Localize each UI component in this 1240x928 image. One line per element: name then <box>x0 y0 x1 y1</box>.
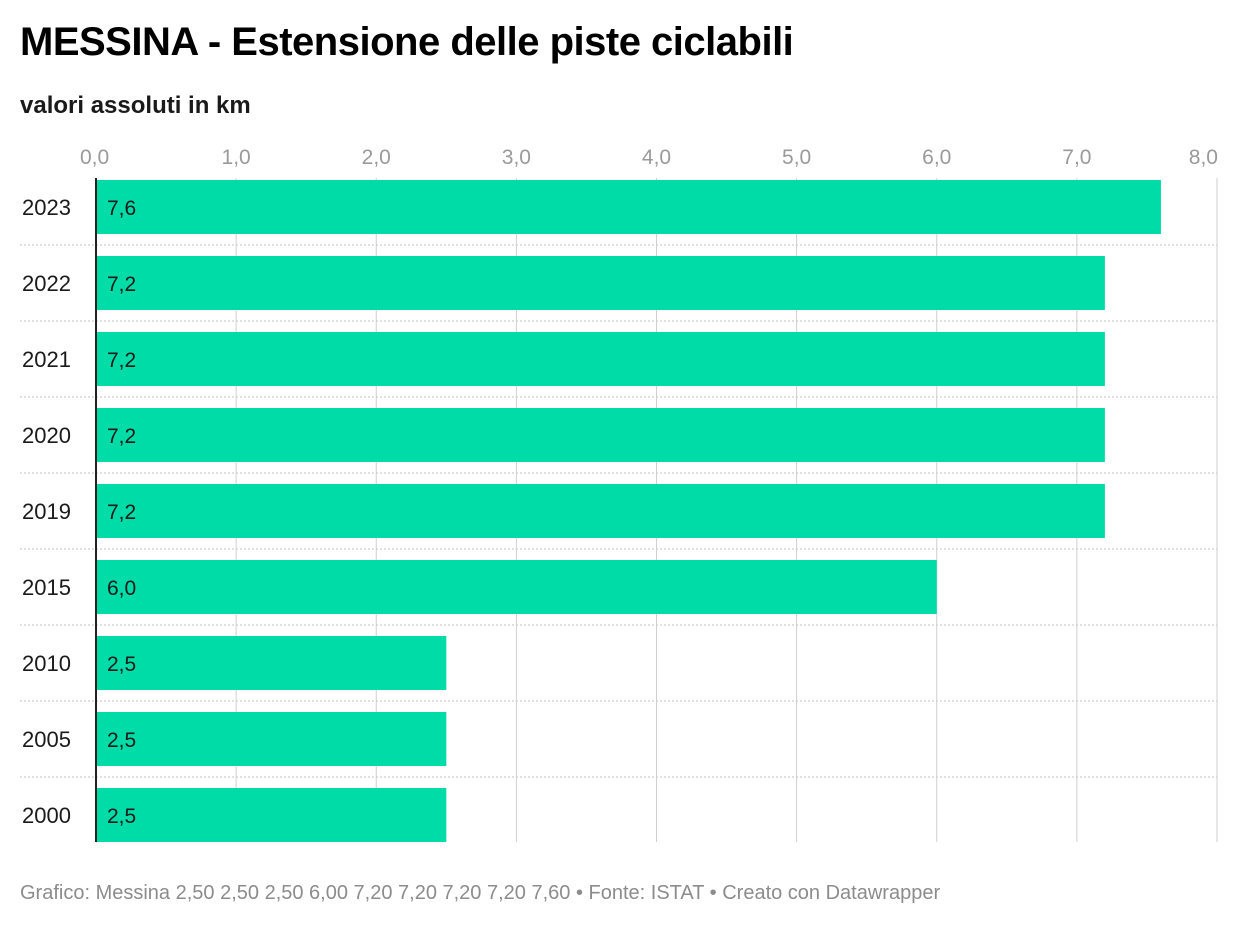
bar <box>96 484 1105 538</box>
category-label: 2019 <box>22 499 71 524</box>
chart-subtitle: valori assoluti in km <box>20 92 251 119</box>
bar-chart: 0,0 1,0 2,0 3,0 4,0 5,0 6,0 7,0 8,0 2023 7,6 2022 7,… <box>20 146 1218 842</box>
bar <box>96 332 1105 386</box>
value-label: 7,2 <box>107 501 136 524</box>
chart-footer: Grafico: Messina 2,50 2,50 2,50 6,00 7,2… <box>20 882 941 904</box>
category-label: 2010 <box>22 651 71 676</box>
bar <box>96 560 937 614</box>
category-label: 2022 <box>22 271 71 296</box>
category-label: 2023 <box>22 195 71 220</box>
x-tick-label: 5,0 <box>782 146 811 169</box>
category-label: 2021 <box>22 347 71 372</box>
value-label: 7,2 <box>107 273 136 296</box>
chart-title: MESSINA - Estensione delle piste ciclabi… <box>20 20 794 64</box>
value-label: 7,2 <box>107 349 136 372</box>
value-label: 7,2 <box>107 425 136 448</box>
value-label: 7,6 <box>107 197 136 220</box>
x-tick-label: 4,0 <box>642 146 671 169</box>
category-label: 2015 <box>22 575 71 600</box>
bar <box>96 788 447 842</box>
value-label: 6,0 <box>107 577 136 600</box>
x-tick-label: 3,0 <box>502 146 531 169</box>
bar <box>96 712 447 766</box>
category-label: 2005 <box>22 727 71 752</box>
value-label: 2,5 <box>107 805 136 828</box>
bar <box>96 180 1161 234</box>
value-label: 2,5 <box>107 653 136 676</box>
category-label: 2000 <box>22 803 71 828</box>
x-tick-label: 8,0 <box>1189 146 1218 169</box>
x-tick-label: 0,0 <box>80 146 109 169</box>
x-tick-label: 6,0 <box>922 146 951 169</box>
value-label: 2,5 <box>107 729 136 752</box>
bar <box>96 636 447 690</box>
bar <box>96 408 1105 462</box>
bar <box>96 256 1105 310</box>
x-tick-label: 7,0 <box>1062 146 1091 169</box>
x-tick-label: 2,0 <box>362 146 391 169</box>
category-label: 2020 <box>22 423 71 448</box>
x-tick-label: 1,0 <box>222 146 251 169</box>
